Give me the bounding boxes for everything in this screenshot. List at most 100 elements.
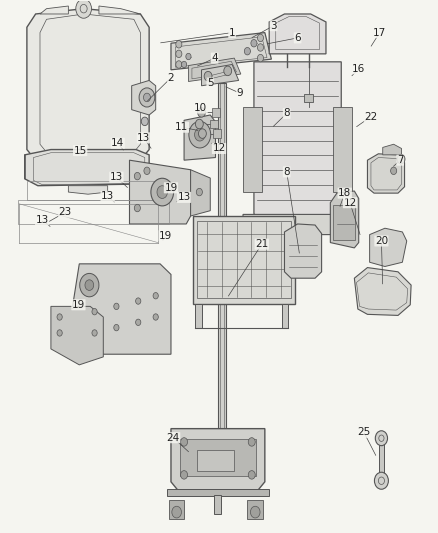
Polygon shape bbox=[370, 228, 407, 266]
Circle shape bbox=[134, 204, 141, 212]
Bar bbox=[282, 304, 288, 328]
Polygon shape bbox=[383, 144, 402, 155]
Text: 6: 6 bbox=[294, 33, 301, 43]
Polygon shape bbox=[40, 6, 68, 14]
Polygon shape bbox=[247, 500, 263, 519]
Circle shape bbox=[194, 128, 205, 141]
Text: 15: 15 bbox=[74, 146, 87, 156]
Polygon shape bbox=[130, 160, 191, 224]
Bar bbox=[213, 130, 221, 138]
Polygon shape bbox=[333, 107, 352, 192]
Circle shape bbox=[195, 119, 203, 129]
Circle shape bbox=[198, 129, 206, 139]
Circle shape bbox=[172, 506, 181, 518]
Polygon shape bbox=[171, 429, 265, 490]
Text: 8: 8 bbox=[283, 108, 290, 118]
Circle shape bbox=[92, 330, 97, 336]
Text: 12: 12 bbox=[212, 143, 226, 154]
Polygon shape bbox=[269, 14, 326, 54]
Polygon shape bbox=[243, 107, 262, 192]
Circle shape bbox=[85, 280, 94, 290]
Polygon shape bbox=[285, 224, 321, 278]
Circle shape bbox=[151, 178, 173, 206]
Circle shape bbox=[176, 61, 182, 68]
Bar bbox=[218, 83, 226, 479]
Circle shape bbox=[258, 54, 264, 62]
Circle shape bbox=[139, 88, 155, 107]
Polygon shape bbox=[243, 214, 352, 235]
Bar bbox=[166, 489, 269, 496]
Polygon shape bbox=[184, 115, 215, 160]
Polygon shape bbox=[68, 185, 108, 194]
Circle shape bbox=[176, 41, 182, 48]
Circle shape bbox=[114, 303, 119, 310]
Text: 9: 9 bbox=[237, 88, 243, 98]
Circle shape bbox=[80, 273, 99, 297]
Text: 24: 24 bbox=[166, 433, 180, 443]
Polygon shape bbox=[354, 268, 411, 316]
Circle shape bbox=[181, 61, 187, 68]
Circle shape bbox=[180, 438, 187, 446]
Bar bbox=[180, 439, 256, 477]
Circle shape bbox=[92, 309, 97, 315]
Circle shape bbox=[258, 44, 264, 51]
Text: 7: 7 bbox=[397, 155, 403, 165]
Text: 23: 23 bbox=[59, 207, 72, 217]
Circle shape bbox=[375, 431, 388, 446]
Polygon shape bbox=[68, 264, 171, 354]
Text: 13: 13 bbox=[35, 215, 49, 225]
Polygon shape bbox=[136, 177, 158, 198]
Text: 11: 11 bbox=[175, 122, 188, 132]
Polygon shape bbox=[132, 80, 155, 115]
Circle shape bbox=[157, 185, 167, 198]
Text: 13: 13 bbox=[137, 133, 151, 143]
Text: 20: 20 bbox=[375, 236, 388, 246]
Text: 4: 4 bbox=[211, 53, 218, 63]
Circle shape bbox=[176, 50, 182, 58]
Circle shape bbox=[76, 0, 92, 18]
Circle shape bbox=[397, 155, 405, 164]
Text: 19: 19 bbox=[164, 183, 177, 193]
Polygon shape bbox=[367, 154, 405, 193]
Text: 21: 21 bbox=[255, 239, 268, 249]
Text: 14: 14 bbox=[111, 138, 124, 148]
Circle shape bbox=[251, 39, 257, 47]
Circle shape bbox=[204, 71, 212, 81]
Circle shape bbox=[180, 471, 187, 479]
Circle shape bbox=[136, 319, 141, 326]
Circle shape bbox=[391, 167, 397, 174]
Text: 13: 13 bbox=[110, 172, 123, 182]
Circle shape bbox=[248, 471, 255, 479]
Bar bbox=[215, 495, 221, 514]
Circle shape bbox=[144, 167, 150, 174]
Text: 19: 19 bbox=[159, 231, 173, 241]
Circle shape bbox=[153, 314, 158, 320]
Circle shape bbox=[141, 117, 148, 126]
Text: 10: 10 bbox=[194, 103, 207, 113]
Circle shape bbox=[114, 325, 119, 331]
Text: 13: 13 bbox=[101, 191, 114, 201]
Circle shape bbox=[189, 122, 211, 148]
Polygon shape bbox=[254, 62, 341, 224]
Bar bbox=[304, 94, 313, 102]
Polygon shape bbox=[51, 306, 103, 365]
Circle shape bbox=[248, 438, 255, 446]
Circle shape bbox=[153, 293, 158, 299]
Polygon shape bbox=[191, 169, 210, 216]
Bar bbox=[379, 442, 384, 481]
Text: 3: 3 bbox=[270, 21, 277, 31]
Circle shape bbox=[198, 108, 205, 117]
Polygon shape bbox=[171, 33, 272, 70]
Text: 17: 17 bbox=[373, 28, 386, 38]
Text: 8: 8 bbox=[283, 167, 290, 177]
Bar bbox=[197, 221, 291, 298]
Circle shape bbox=[186, 53, 191, 60]
Circle shape bbox=[224, 66, 232, 76]
Polygon shape bbox=[25, 150, 149, 185]
Text: 16: 16 bbox=[352, 64, 365, 74]
Bar bbox=[333, 205, 355, 240]
Bar bbox=[193, 216, 295, 304]
Circle shape bbox=[144, 93, 150, 102]
Bar bbox=[197, 450, 234, 471]
Text: 22: 22 bbox=[364, 111, 378, 122]
